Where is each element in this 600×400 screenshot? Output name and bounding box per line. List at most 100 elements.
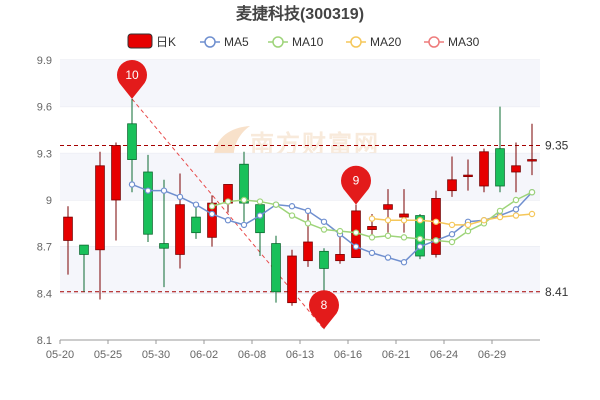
candle-body — [63, 216, 73, 241]
candle-body — [79, 244, 89, 255]
marker-label: 8 — [321, 298, 328, 312]
ma5-point — [208, 210, 216, 218]
ma5-point — [256, 212, 264, 219]
candle-body — [335, 254, 345, 262]
legend-label-ma10: MA10 — [292, 35, 324, 49]
x-tick-label: 05-20 — [46, 349, 74, 361]
candle — [175, 173, 185, 269]
y-tick-label: 8.1 — [37, 335, 52, 347]
marker-shape — [308, 290, 339, 330]
candle — [495, 106, 505, 193]
candle-body — [127, 123, 137, 160]
legend-label-ma30: MA30 — [448, 35, 480, 49]
candle — [127, 98, 137, 193]
ma5-point — [304, 207, 312, 215]
ma10-point — [496, 207, 504, 215]
reference-label: 9.35 — [545, 139, 569, 153]
x-tick-label: 05-30 — [142, 349, 170, 361]
ma10-point — [448, 238, 456, 246]
ma10-point — [432, 237, 440, 244]
grid-band — [60, 153, 540, 200]
legend-marker-ma20 — [350, 36, 362, 48]
candle-body — [431, 198, 441, 255]
x-axis: 05-20 05-25 05-30 06-02 06-08 06-13 06-16 06-21… — [46, 339, 540, 361]
candle-body — [399, 213, 409, 218]
legend-label-kline: 日K — [156, 35, 176, 49]
candle — [383, 189, 393, 233]
ma5-point — [384, 254, 392, 261]
legend-marker-ma10 — [272, 36, 284, 48]
x-tick-label: 06-24 — [430, 349, 458, 361]
y-tick-label: 8.4 — [37, 288, 52, 300]
ma10-point — [240, 196, 248, 204]
ma5-point — [192, 201, 200, 208]
ma5-point — [144, 187, 152, 194]
candle-body — [271, 243, 281, 293]
candle-body — [495, 148, 505, 187]
ma20-point — [400, 217, 408, 224]
x-tick-label: 06-16 — [334, 349, 362, 361]
candle-body — [527, 159, 537, 162]
candle-body — [511, 165, 521, 173]
candle — [143, 154, 153, 242]
candle — [463, 159, 473, 191]
ma20-point — [512, 212, 520, 219]
y-tick-label: 9 — [46, 195, 52, 207]
ma10-point — [528, 189, 536, 196]
ma20-point — [464, 221, 472, 229]
x-tick-label: 06-08 — [238, 349, 266, 361]
ma5-point — [224, 217, 232, 224]
candle-body — [175, 204, 185, 255]
ma20-point — [368, 215, 376, 222]
candle — [95, 151, 105, 300]
candle — [159, 179, 169, 288]
ma5-point — [368, 249, 376, 257]
candle-body — [463, 174, 473, 178]
ma10-point — [384, 232, 392, 239]
legend-label-ma20: MA20 — [370, 35, 402, 49]
candle — [447, 156, 457, 197]
legend-marker-ma30 — [428, 36, 440, 48]
ma5-point — [448, 231, 456, 238]
candle-body — [143, 171, 153, 235]
grid-band — [60, 246, 540, 294]
marker-pin: 10 — [116, 59, 147, 99]
ma10-point — [272, 201, 280, 208]
ma5-point — [160, 187, 168, 194]
x-tick-label: 06-02 — [190, 349, 218, 361]
ma10-point — [256, 198, 264, 205]
ma5-point — [352, 243, 360, 250]
candle — [511, 142, 521, 193]
marker-shape — [116, 59, 147, 99]
candle — [479, 148, 489, 193]
ma20-point — [448, 221, 456, 229]
ma10-point — [400, 234, 408, 241]
y-tick-label: 9.6 — [37, 102, 52, 114]
ma20-point — [496, 213, 504, 221]
marker-label: 10 — [125, 68, 139, 82]
candle — [335, 232, 345, 264]
ma10-point — [224, 198, 232, 205]
moving-average-lines — [128, 181, 536, 266]
ma5-point — [240, 221, 248, 229]
y-tick-label: 8.7 — [37, 242, 52, 254]
extreme-markers: 10 8 9 — [116, 59, 371, 330]
ma20-point — [480, 217, 488, 224]
ma10-point — [464, 227, 472, 235]
trend-line — [131, 98, 325, 330]
candle — [191, 206, 201, 239]
ma20-point — [528, 210, 536, 218]
legend: 日K MA5 MA10 MA20 MA30 — [127, 33, 480, 49]
ma20-point — [432, 218, 440, 225]
candle-body — [191, 216, 201, 234]
candle-body — [95, 165, 105, 251]
reference-lines: 9.35 8.41 — [60, 139, 569, 299]
marker-pin: 8 — [308, 290, 339, 330]
legend-swatch-kline — [127, 33, 153, 49]
x-tick-label: 05-25 — [94, 349, 122, 361]
trend-line-dashed — [131, 98, 325, 330]
ma10-point — [320, 226, 328, 233]
candle-body — [447, 179, 457, 192]
